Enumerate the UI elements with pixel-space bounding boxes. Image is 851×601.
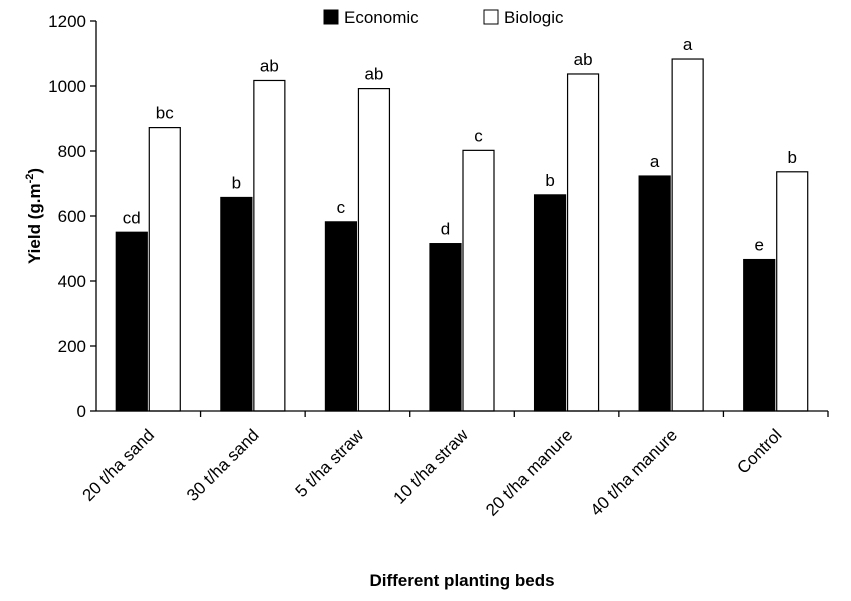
bar-biologic: [566, 73, 600, 412]
bar-economic: [743, 258, 776, 412]
bar-significance-labels: cd bc b ab c ab d c b ab a a e b: [123, 35, 797, 255]
x-tick-label: 20 t/ha manure: [482, 425, 576, 519]
bar-biologic: [253, 79, 286, 412]
bars: [115, 58, 809, 412]
bar-biologic: [148, 126, 181, 412]
y-axis-title: Yield (g.m-2): [24, 168, 44, 264]
bar-biologic: [671, 58, 704, 412]
legend: Economic Biologic: [323, 8, 564, 27]
x-tick-label: Control: [733, 425, 785, 477]
y-tick-label: 600: [58, 207, 86, 226]
bar-economic: [115, 231, 148, 412]
bar-label-biologic: bc: [156, 104, 174, 123]
bar-label-biologic: b: [787, 148, 796, 167]
bar-label-economic: b: [545, 171, 554, 190]
x-axis-ticks: 20 t/ha sand 30 t/ha sand 5 t/ha straw 10 t…: [79, 411, 829, 520]
y-tick-label: 800: [58, 142, 86, 161]
y-tick-label: 200: [58, 337, 86, 356]
x-tick-label: 30 t/ha sand: [183, 425, 263, 505]
bar-label-biologic: a: [683, 35, 693, 54]
bar-label-biologic: c: [474, 126, 483, 145]
bar-biologic: [776, 171, 809, 412]
y-tick-label: 1200: [48, 12, 86, 31]
x-axis-title: Different planting beds: [369, 571, 554, 590]
bar-label-economic: e: [754, 236, 763, 255]
bar-label-economic: d: [441, 220, 450, 239]
bar-economic: [429, 243, 462, 412]
bar-label-biologic: ab: [574, 50, 593, 69]
y-tick-label: 1000: [48, 77, 86, 96]
bar-economic: [533, 194, 567, 412]
legend-swatch-economic: [323, 9, 339, 25]
bar-label-biologic: ab: [260, 56, 279, 75]
bar-label-economic: a: [650, 152, 660, 171]
y-tick-label: 0: [77, 402, 86, 421]
bar-label-biologic: ab: [364, 65, 383, 84]
y-tick-label: 400: [58, 272, 86, 291]
legend-label-biologic: Biologic: [504, 8, 564, 27]
bar-label-economic: c: [337, 198, 346, 217]
bar-economic: [324, 221, 358, 412]
x-tick-label: 5 t/ha straw: [292, 425, 368, 501]
bar-biologic: [357, 87, 391, 412]
bar-biologic: [462, 149, 495, 412]
bar-economic: [220, 196, 253, 412]
x-tick-label: 40 t/ha manure: [587, 425, 681, 519]
y-axis-ticks: 0 200 400 600 800 1000 1200: [48, 12, 96, 421]
bar-label-economic: cd: [123, 208, 141, 227]
x-tick-label: 10 t/ha straw: [390, 425, 473, 508]
bar-label-economic: b: [232, 173, 241, 192]
x-tick-label: 20 t/ha sand: [79, 425, 159, 505]
bar-economic: [638, 175, 671, 412]
legend-label-economic: Economic: [344, 8, 419, 27]
legend-swatch-biologic: [483, 9, 499, 25]
